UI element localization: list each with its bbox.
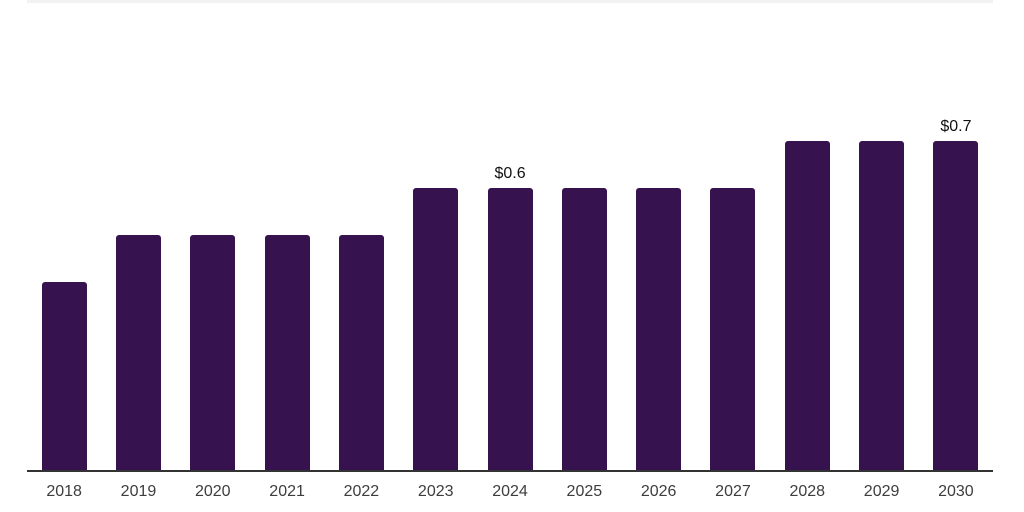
x-axis-label-2026: 2026 — [640, 483, 677, 500]
bar-2024 — [487, 188, 533, 470]
bar-slot-2021 — [250, 0, 324, 470]
x-axis-label-2021: 2021 — [269, 483, 305, 500]
bar-slot-2024: $0.6 — [473, 0, 547, 470]
bar-slot-2030: $0.7 — [919, 0, 993, 470]
x-axis-label-2022: 2022 — [343, 483, 380, 500]
bar-2028 — [784, 141, 830, 470]
x-axis-label-2023: 2023 — [417, 483, 454, 500]
bar-2019 — [115, 235, 161, 470]
bar-value-label-2024: $0.6 — [494, 165, 526, 182]
bar-value-label-2030: $0.7 — [940, 118, 972, 135]
bar-2018 — [41, 282, 87, 470]
bar-2026 — [636, 188, 682, 470]
bar-2022 — [338, 235, 384, 470]
x-axis-label-2028: 2028 — [789, 483, 826, 500]
bar-2027 — [710, 188, 756, 470]
x-axis-label-2027: 2027 — [715, 483, 751, 500]
x-axis-label-2018: 2018 — [46, 483, 82, 500]
x-axis-labels: 2018 2019 2020 2021 2022 2023 2024 2025 2026 2027… — [27, 482, 993, 502]
bar-slot-2023 — [399, 0, 473, 470]
bar-2023 — [413, 188, 459, 470]
bar-slot-2025 — [547, 0, 621, 470]
bar-slot-2028 — [770, 0, 844, 470]
bar-2025 — [561, 188, 607, 470]
bar-slot-2027 — [696, 0, 770, 470]
bar-slot-2019 — [101, 0, 175, 470]
x-axis-label-2029: 2029 — [863, 483, 900, 500]
x-axis-label-2020: 2020 — [194, 483, 231, 500]
x-axis-label-2025: 2025 — [566, 483, 603, 500]
bar-2030 — [933, 141, 979, 470]
bar-slot-2020 — [176, 0, 250, 470]
x-axis-label-2019: 2019 — [120, 483, 157, 500]
x-axis-label-2024: 2024 — [492, 483, 528, 500]
chart-top-border — [27, 0, 993, 3]
bar-slot-2029 — [844, 0, 918, 470]
x-axis-label-2030: 2030 — [938, 483, 974, 500]
bar-slot-2022 — [324, 0, 398, 470]
bar-2021 — [264, 235, 310, 470]
bar-2029 — [859, 141, 905, 470]
bar-2020 — [190, 235, 236, 470]
x-axis-line — [27, 470, 993, 472]
plot-area: $0.6 $0.7 — [27, 0, 993, 470]
bar-slot-2026 — [622, 0, 696, 470]
bar-slot-2018 — [27, 0, 101, 470]
